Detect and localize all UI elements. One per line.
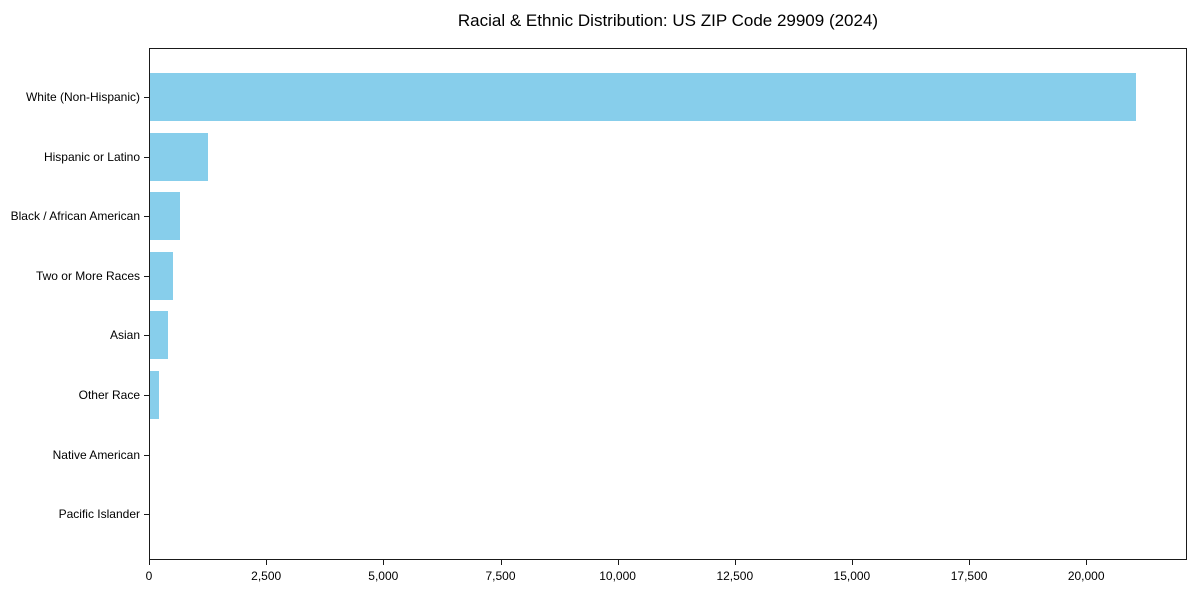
x-axis-tick-label: 0 — [145, 569, 153, 583]
y-axis-label: Black / African American — [10, 209, 140, 223]
y-axis-label: Asian — [109, 328, 140, 342]
x-axis-tick-label: 15,000 — [833, 569, 871, 583]
bar-other-race — [150, 371, 159, 419]
x-axis-tick-label: 20,000 — [1067, 569, 1105, 583]
x-tick-mark — [851, 560, 853, 565]
x-tick-mark — [734, 560, 736, 565]
x-tick-mark — [969, 560, 971, 565]
x-axis-tick-label: 2,500 — [251, 569, 282, 583]
x-tick-mark — [1086, 560, 1088, 565]
bar-white-non-hispanic — [150, 73, 1137, 121]
x-tick-mark — [617, 560, 619, 565]
y-axis-label: White (Non-Hispanic) — [25, 90, 140, 104]
y-tick-mark — [144, 216, 149, 217]
y-tick-mark — [144, 395, 149, 396]
y-tick-mark — [144, 157, 149, 158]
x-axis-tick-label: 10,000 — [599, 569, 636, 583]
y-tick-mark — [144, 514, 149, 515]
y-axis-label: Pacific Islander — [58, 507, 140, 521]
y-tick-mark — [144, 276, 149, 277]
x-axis-tick-label: 12,500 — [716, 569, 754, 583]
y-axis-label: Native American — [52, 448, 140, 462]
y-axis-label: Two or More Races — [35, 269, 140, 283]
plot-area — [149, 48, 1187, 560]
bar-two-or-more-races — [150, 251, 174, 300]
x-tick-mark — [149, 560, 150, 565]
bar-asian — [150, 311, 169, 360]
y-tick-mark — [144, 335, 149, 336]
x-tick-mark — [500, 560, 502, 565]
y-axis-label: Hispanic or Latino — [43, 150, 140, 164]
x-axis-tick-label: 17,500 — [950, 569, 988, 583]
bar-black-african-american — [150, 192, 180, 241]
y-tick-mark — [144, 97, 149, 98]
y-axis-label: Other Race — [78, 388, 140, 402]
x-tick-mark — [266, 560, 268, 565]
chart-title: Racial & Ethnic Distribution: US ZIP Cod… — [457, 11, 879, 30]
y-tick-mark — [144, 455, 149, 456]
x-axis-tick-label: 7,500 — [485, 569, 516, 583]
x-tick-mark — [383, 560, 385, 565]
x-axis-tick-label: 5,000 — [368, 569, 399, 583]
bar-hispanic-or-latino — [150, 132, 208, 181]
